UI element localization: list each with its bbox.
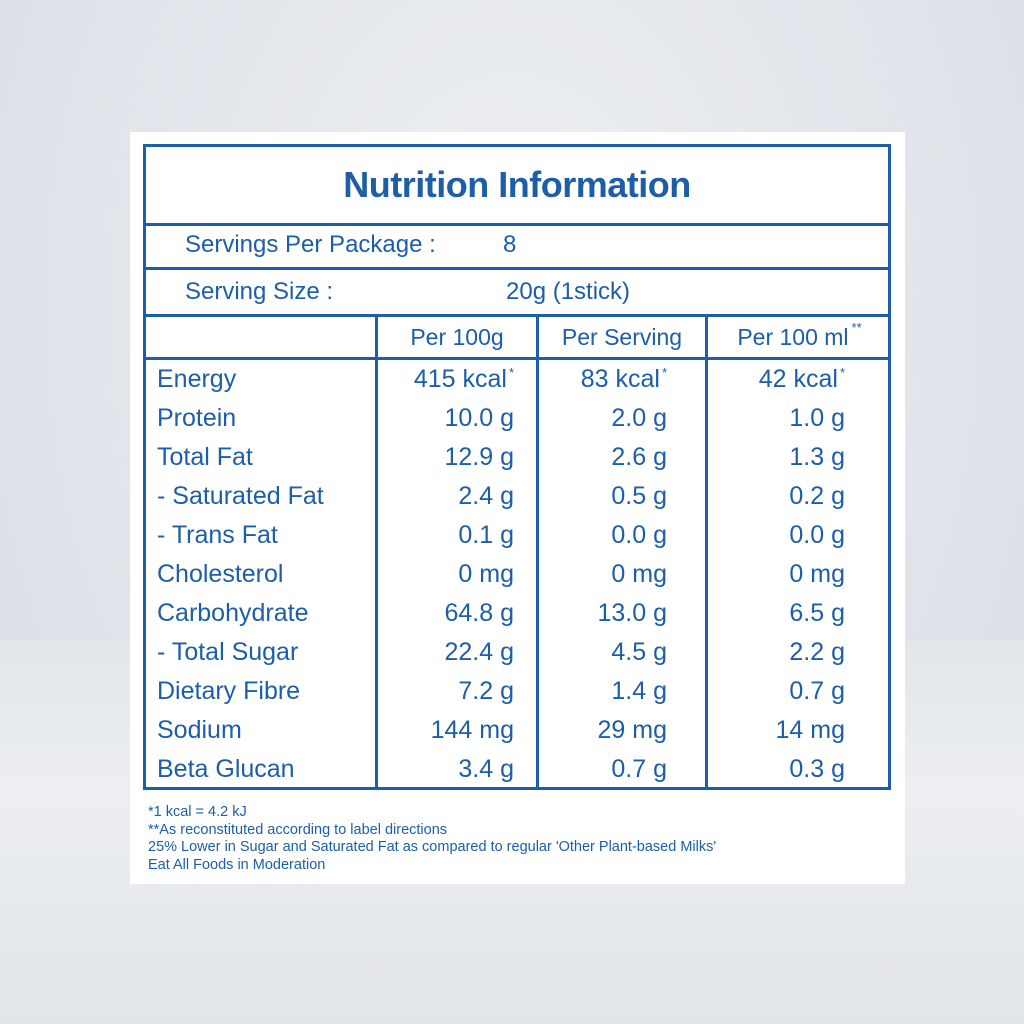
table-title: Nutrition Information (343, 164, 691, 205)
nutrition-card: Nutrition Information Servings Per Packa… (130, 132, 905, 884)
nutrient-name: Total Fat (157, 443, 253, 471)
nutrient-name: Dietary Fibre (157, 677, 301, 705)
value-per-100ml: 6.5 g (789, 599, 845, 627)
table-row: - Saturated Fat 2.4 g 0.5 g 0.2 g (146, 477, 888, 516)
servings-value: 8 (503, 231, 517, 258)
value-per-100g: 7.2 g (458, 677, 514, 705)
footnote: *1 kcal = 4.2 kJ (148, 804, 247, 820)
serving-size-row: Serving Size : 20g (1stick) (146, 270, 888, 317)
table-row: - Trans Fat 0.1 g 0.0 g 0.0 g (146, 516, 888, 555)
value-per-100ml: 0.3 g (789, 755, 845, 783)
value-per-100ml: 0.7 g (789, 677, 845, 705)
footnote-mark: * (508, 365, 514, 380)
value-per-100g: 0 mg (458, 560, 514, 588)
value-per-100ml: 14 mg (775, 716, 845, 744)
table-row: - Total Sugar 22.4 g 4.5 g 2.2 g (146, 633, 888, 672)
table-row: Energy 415 kcal * 83 kcal * 42 kcal * (146, 360, 888, 399)
table-row: Total Fat 12.9 g 2.6 g 1.3 g (146, 438, 888, 477)
value-per-serving: 13.0 g (597, 599, 667, 627)
value-per-serving: 0.0 g (611, 521, 667, 549)
value-per-100ml: 2.2 g (789, 638, 845, 666)
column-divider (705, 317, 708, 787)
header-per-100g: Per 100g (410, 323, 504, 350)
value-per-100ml: 1.3 g (789, 443, 845, 471)
value-per-100ml: 0.2 g (789, 482, 845, 510)
header-per-100ml: Per 100 ml ** (737, 319, 862, 350)
title-row: Nutrition Information (146, 147, 888, 226)
column-divider (536, 317, 539, 787)
value-per-100g: 12.9 g (444, 443, 514, 471)
footnote: 25% Lower in Sugar and Saturated Fat as … (148, 839, 717, 855)
value-per-serving: 29 mg (597, 716, 667, 744)
nutrient-name: Energy (157, 365, 237, 393)
nutrient-name: Carbohydrate (157, 599, 309, 627)
nutrient-name: - Saturated Fat (157, 482, 324, 510)
header-per-serving: Per Serving (561, 323, 683, 350)
column-divider (375, 317, 378, 787)
value-per-100g: 0.1 g (458, 521, 514, 549)
table-row: Cholesterol 0 mg 0 mg 0 mg (146, 555, 888, 594)
nutrient-name: Beta Glucan (157, 755, 295, 783)
value-per-100g: 415 kcal * (413, 365, 514, 393)
table-row: Beta Glucan 3.4 g 0.7 g 0.3 g (146, 750, 888, 789)
value-per-serving: 2.6 g (611, 443, 667, 471)
servings-per-package-row: Servings Per Package : 8 (146, 223, 888, 270)
table-row: Carbohydrate 64.8 g 13.0 g 6.5 g (146, 594, 888, 633)
serving-size-value: 20g (1stick) (506, 278, 631, 305)
footnotes: *1 kcal = 4.2 kJ **As reconstituted acco… (148, 804, 716, 874)
value-per-100ml: 1.0 g (789, 404, 845, 432)
value-per-serving: 0.5 g (611, 482, 667, 510)
footnote-mark: * (839, 365, 845, 380)
nutrient-name: Sodium (157, 716, 242, 744)
table-row: Sodium 144 mg 29 mg 14 mg (146, 711, 888, 750)
value-per-100g: 3.4 g (458, 755, 514, 783)
value-per-serving: 2.0 g (611, 404, 667, 432)
nutrient-name: - Trans Fat (157, 521, 278, 549)
nutrient-name: Protein (157, 404, 237, 432)
footnote: Eat All Foods in Moderation (148, 856, 326, 873)
table-row: Dietary Fibre 7.2 g 1.4 g 0.7 g (146, 672, 888, 711)
value-per-100g: 144 mg (430, 716, 514, 744)
value-per-100ml: 0.0 g (789, 521, 845, 549)
nutrient-name: - Total Sugar (157, 638, 299, 666)
value-per-serving: 83 kcal * (580, 365, 667, 393)
servings-label: Servings Per Package : (185, 231, 436, 258)
value-per-100g: 10.0 g (444, 404, 514, 432)
value-per-serving: 1.4 g (611, 677, 667, 705)
nutrition-table: Nutrition Information Servings Per Packa… (143, 144, 891, 790)
value-per-serving: 4.5 g (611, 638, 667, 666)
value-per-100g: 22.4 g (444, 638, 514, 666)
value-per-100ml: 42 kcal * (758, 365, 845, 393)
value-per-serving: 0 mg (611, 560, 667, 588)
value-per-serving: 0.7 g (611, 755, 667, 783)
column-header-row: Per 100g Per Serving Per 100 ml ** (146, 317, 888, 360)
footnote: **As reconstituted according to label di… (148, 821, 448, 838)
value-per-100g: 64.8 g (444, 599, 514, 627)
header-footnote-mark: ** (851, 319, 862, 335)
serving-size-label: Serving Size : (185, 278, 334, 305)
table-row: Protein 10.0 g 2.0 g 1.0 g (146, 399, 888, 438)
footnote-mark: * (661, 365, 667, 380)
nutrient-name: Cholesterol (157, 560, 284, 588)
value-per-100g: 2.4 g (458, 482, 514, 510)
value-per-100ml: 0 mg (789, 560, 845, 588)
